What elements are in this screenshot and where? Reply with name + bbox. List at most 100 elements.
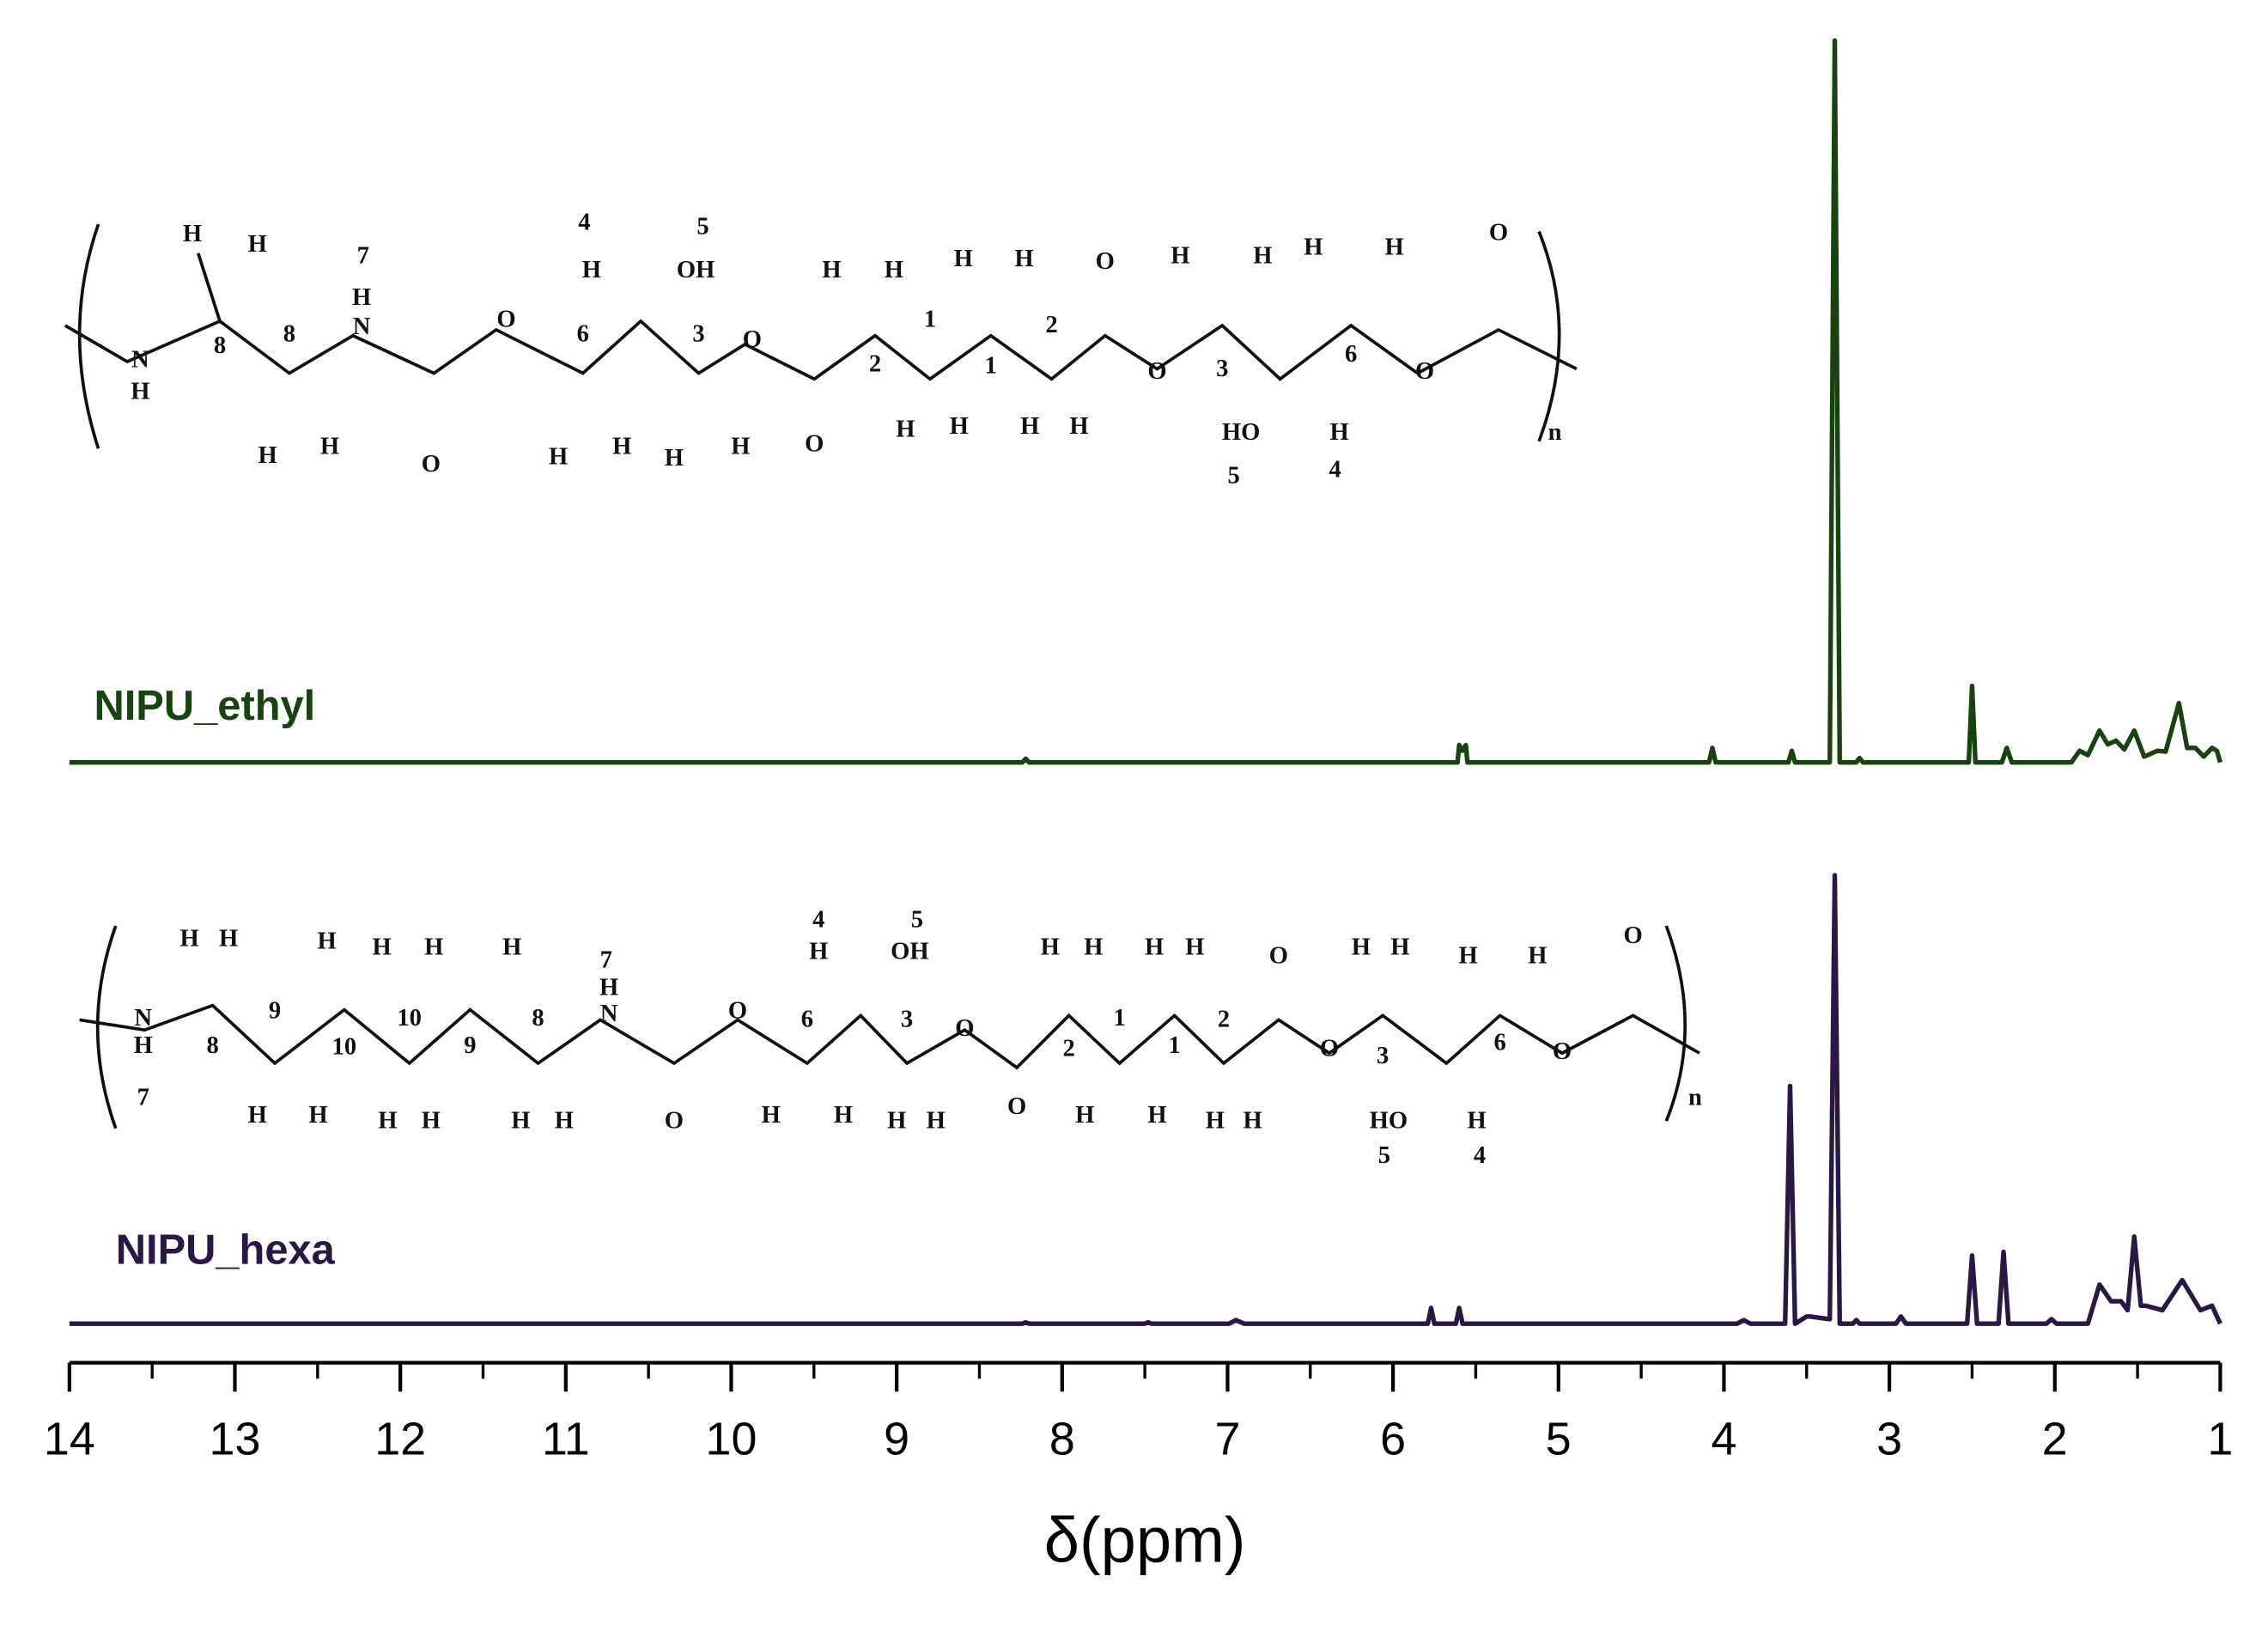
atom-label: OH	[677, 256, 715, 283]
atom-label: O	[1415, 357, 1434, 385]
atom-label: 7	[357, 241, 369, 269]
atom-label: O	[1269, 942, 1288, 970]
atom-label: N	[131, 346, 149, 374]
atom-label: H	[1145, 933, 1164, 960]
bond-chain	[79, 1003, 1700, 1070]
atom-label: H	[599, 974, 618, 1001]
atom-label: H	[834, 1101, 853, 1129]
atom-label: 1	[1169, 1032, 1181, 1059]
x-tick-label: 6	[1380, 1413, 1406, 1464]
atom-label: O	[422, 450, 441, 478]
atom-label: 9	[269, 997, 281, 1025]
atom-label: H	[822, 256, 841, 283]
atom-label: 7	[600, 946, 612, 974]
atom-label: H	[1468, 1107, 1487, 1135]
atom-label: H	[131, 378, 149, 405]
atom-label: H	[320, 433, 339, 460]
spectrum-line	[69, 873, 2222, 1326]
atom-label: H	[1385, 233, 1404, 260]
atom-label: H	[1075, 1101, 1094, 1129]
atom-label: H	[1352, 933, 1371, 960]
atom-label: 8	[532, 1004, 544, 1032]
atom-label: O	[665, 1107, 684, 1135]
spectrum-line	[69, 38, 2223, 765]
x-tick-label: 7	[1214, 1413, 1240, 1464]
atom-label: O	[1553, 1038, 1572, 1065]
atom-label: H	[582, 256, 601, 283]
x-tick-label: 3	[1876, 1413, 1902, 1464]
x-tick-label: 14	[44, 1413, 95, 1464]
atom-label: N	[600, 1000, 618, 1027]
atom-label: H	[950, 412, 969, 440]
x-tick-label: 1	[2207, 1413, 2233, 1464]
x-tick-label: 2	[2042, 1413, 2068, 1464]
atom-label: O	[496, 306, 515, 333]
atom-label: H	[1253, 241, 1272, 269]
atom-label: 4	[812, 905, 824, 933]
atom-label: H	[180, 924, 199, 952]
atom-label: H	[373, 933, 392, 960]
bracket	[1664, 925, 1687, 1123]
atom-label: H	[183, 220, 202, 247]
atom-label: 1	[924, 306, 936, 333]
atom-label: 8	[214, 332, 226, 359]
atom-label: H	[1185, 933, 1204, 960]
atom-label: HO	[1370, 1107, 1408, 1135]
bond-chain	[64, 319, 1578, 381]
atom-label: n	[1688, 1084, 1702, 1111]
atom-label: 8	[206, 1032, 218, 1059]
atom-label: H	[612, 433, 631, 460]
atom-label: H	[549, 443, 568, 471]
atom-label: H	[954, 245, 973, 272]
atom-label: H	[134, 1032, 153, 1059]
atom-label: H	[665, 444, 684, 472]
atom-label: O	[1489, 218, 1508, 246]
atom-label: H	[1243, 1107, 1262, 1135]
atom-label: H	[1206, 1107, 1225, 1135]
atom-label: 2	[1045, 311, 1057, 338]
atom-label: H	[308, 1101, 327, 1129]
atom-label: H	[1020, 412, 1039, 440]
atom-label: H	[248, 230, 267, 258]
atom-label: H	[1041, 933, 1060, 960]
atom-label: 5	[911, 905, 923, 933]
atom-label: H	[248, 1101, 267, 1129]
atom-label: O	[728, 997, 747, 1025]
atom-label: 6	[577, 320, 589, 347]
atom-label: H	[731, 433, 750, 460]
atom-label: 1	[985, 351, 997, 379]
atom-label: O	[805, 429, 824, 457]
atom-label: O	[743, 326, 762, 353]
atom-label: 3	[1377, 1042, 1389, 1069]
atom-label: H	[424, 933, 443, 960]
atom-label: 5	[1228, 461, 1240, 489]
x-tick-label: 10	[706, 1413, 757, 1464]
atom-label: 5	[696, 213, 708, 240]
atom-label: n	[1548, 418, 1562, 446]
atom-label: H	[1304, 233, 1322, 260]
atom-label: OH	[891, 938, 929, 965]
atom-label: H	[885, 256, 903, 283]
atom-label: O	[1320, 1034, 1339, 1062]
atom-label: 5	[1378, 1141, 1390, 1169]
atom-label: H	[318, 928, 337, 955]
atom-label: N	[134, 1004, 152, 1032]
atom-label: O	[1096, 247, 1115, 275]
x-tick-label: 8	[1049, 1413, 1075, 1464]
atom-label: H	[1390, 933, 1409, 960]
atom-label: H	[809, 938, 828, 965]
atom-label: H	[378, 1107, 397, 1135]
atom-label: 4	[578, 209, 590, 236]
atom-label: 9	[464, 1032, 476, 1059]
atom-label: N	[353, 313, 371, 340]
atom-label: 10	[332, 1033, 357, 1061]
atom-label: H	[502, 933, 521, 960]
x-axis-label: δ(ppm)	[1044, 1504, 1246, 1575]
x-tick-label: 9	[884, 1413, 909, 1464]
x-tick-label: 5	[1546, 1413, 1572, 1464]
atom-label: H	[258, 441, 277, 469]
